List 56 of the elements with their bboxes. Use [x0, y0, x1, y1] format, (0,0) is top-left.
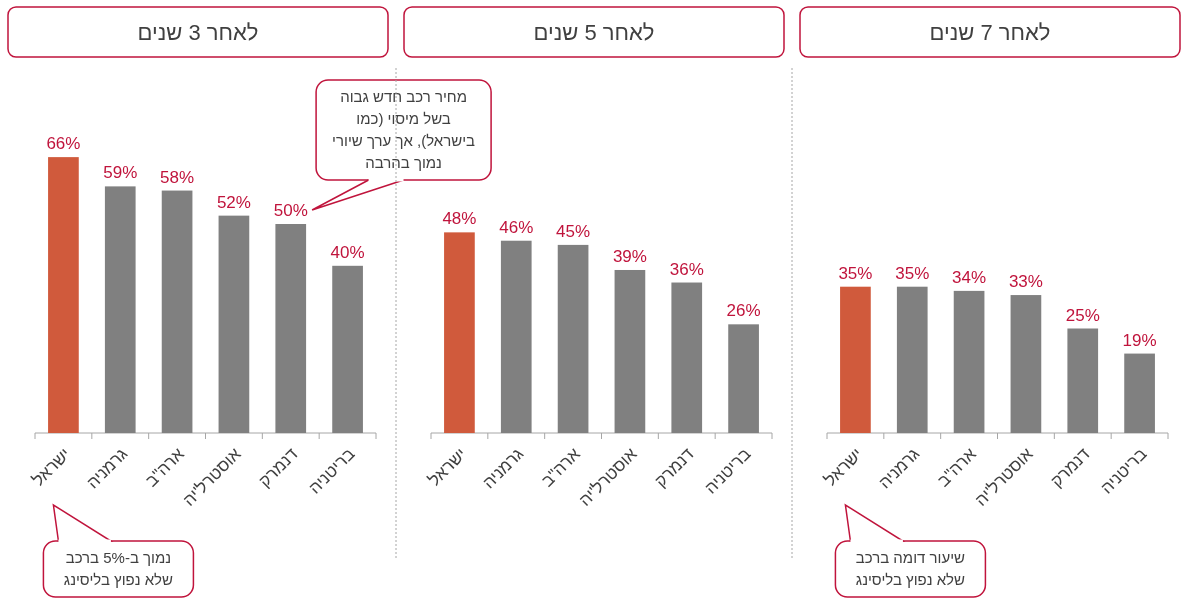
x-tick-label: דנמרק: [651, 444, 698, 491]
bar: [161, 190, 193, 433]
bar: [1010, 295, 1042, 433]
data-label: 40%: [330, 242, 365, 262]
bar: [840, 286, 871, 433]
x-tick-label: ארה"ב: [537, 444, 585, 491]
x-tick-label: גרמניה: [875, 444, 924, 493]
x-tick-label: ישראל: [820, 444, 867, 490]
bar: [332, 265, 363, 433]
bar: [728, 324, 759, 433]
bar: [614, 269, 646, 433]
data-label: 48%: [442, 209, 477, 229]
bar: [671, 282, 703, 433]
x-tick-label: בריטניה: [1097, 444, 1151, 498]
x-tick-label: ישראל: [424, 444, 471, 490]
x-tick-label: גרמניה: [83, 444, 132, 493]
bar: [896, 286, 928, 433]
data-label: 58%: [160, 167, 195, 187]
x-tick-label: בריטניה: [305, 444, 359, 498]
data-label: 39%: [612, 246, 647, 266]
bar: [500, 240, 532, 433]
bar: [444, 232, 475, 433]
chart-title: לאחר 7 שנים: [929, 20, 1051, 45]
data-label: 34%: [952, 267, 987, 287]
x-tick-label: ארה"ב: [933, 444, 981, 491]
data-label: 19%: [1122, 330, 1157, 350]
x-tick-label: ארה"ב: [141, 444, 189, 491]
bar: [953, 290, 985, 433]
data-label: 33%: [1008, 272, 1043, 292]
bar: [1067, 328, 1099, 433]
data-label: 66%: [46, 134, 81, 154]
data-label: 36%: [669, 259, 704, 279]
data-label: 52%: [216, 192, 251, 212]
callout: מחיר רכב חדש גבוה בשל מיסוי (כמו בישראל), אך ערך שיורי נמוך בהרבה: [311, 79, 492, 211]
bar: [275, 224, 307, 433]
bar: [48, 157, 79, 433]
x-tick-label: דנמרק: [255, 444, 302, 491]
x-tick-label: בריטניה: [701, 444, 755, 498]
annotation: מחיר רכב חדש גבוה בשל מיסוי (כמו בישראל), אך ערך שיורי נמוך בהרבה: [332, 88, 476, 171]
x-tick-label: ישראל: [28, 444, 75, 490]
data-label: 26%: [726, 301, 761, 321]
chart-title: לאחר 3 שנים: [137, 20, 259, 45]
data-label: 46%: [499, 217, 534, 237]
data-label: 59%: [103, 163, 138, 183]
bar: [557, 244, 589, 433]
data-label: 25%: [1065, 305, 1100, 325]
data-label: 50%: [273, 201, 308, 220]
bar: [1124, 353, 1155, 433]
data-label: 35%: [895, 263, 930, 283]
chart-title: לאחר 5 שנים: [533, 20, 655, 45]
data-label: 45%: [556, 221, 591, 241]
x-tick-label: גרמניה: [479, 444, 528, 493]
data-label: 35%: [838, 263, 873, 283]
bar: [218, 215, 250, 433]
x-tick-label: דנמרק: [1047, 444, 1094, 491]
bar: [104, 186, 136, 433]
